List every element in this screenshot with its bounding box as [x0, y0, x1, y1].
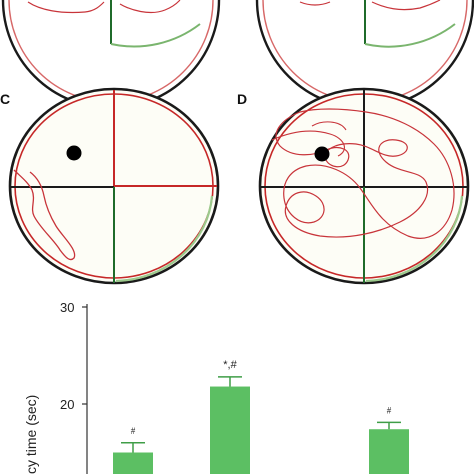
- panel-a-green-arc: [110, 23, 201, 48]
- bars-layer: # *,# #: [113, 359, 409, 474]
- panel-c-swim-path: [13, 169, 76, 261]
- panel-c-letter: C: [0, 91, 10, 107]
- significance-label-2: *,#: [223, 359, 237, 371]
- significance-label-1: #: [131, 426, 136, 436]
- panel-d-platform: [314, 146, 330, 162]
- significance-label-3: #: [387, 405, 392, 415]
- panel-c: [8, 87, 220, 285]
- panel-a-swim-path: [27, 0, 181, 14]
- bar-1: [113, 452, 153, 474]
- panel-b-swim-path: [299, 0, 441, 11]
- y-tick-label-20: 20: [60, 397, 74, 412]
- panel-c-green-rim: [115, 195, 214, 283]
- panel-d-swim-path-2: [271, 121, 347, 157]
- latency-bar-chart: 30 20 cy time (sec) # *,# #: [23, 300, 409, 474]
- panel-d-letter: D: [237, 91, 247, 107]
- y-axis-label: cy time (sec): [23, 395, 39, 474]
- panel-c-platform: [66, 145, 82, 161]
- panel-d-green-rim: [365, 195, 464, 283]
- bar-3: [369, 429, 409, 474]
- panel-d-swim-path: [275, 108, 455, 239]
- panel-b-green-arc: [364, 23, 456, 48]
- bar-2: [210, 386, 250, 474]
- y-tick-label-30: 30: [60, 300, 74, 315]
- panel-d: [258, 87, 470, 285]
